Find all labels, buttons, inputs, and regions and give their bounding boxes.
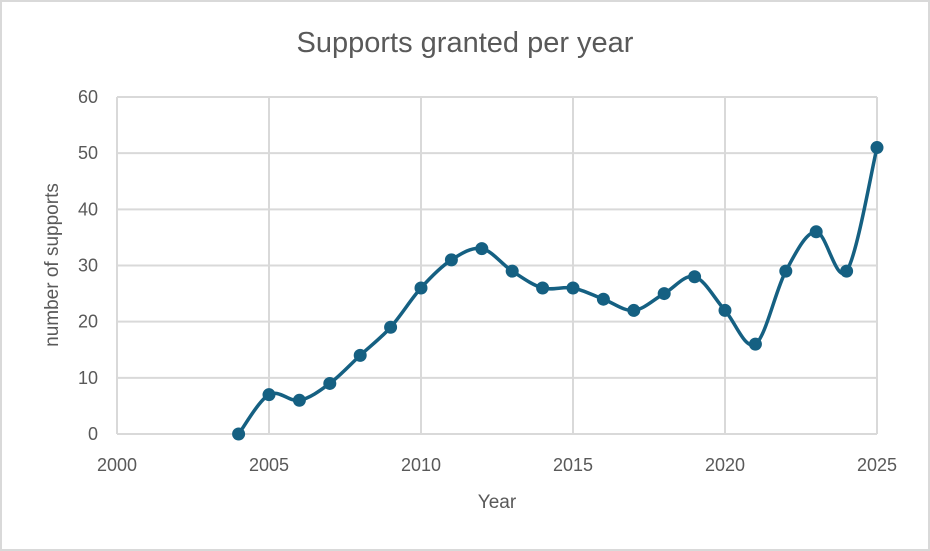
data-point-marker (809, 225, 823, 239)
y-tick-label: 20 (78, 312, 98, 332)
y-tick-label: 0 (88, 424, 98, 444)
x-tick-label: 2005 (249, 455, 289, 475)
series-line (236, 145, 879, 436)
data-point-marker (323, 376, 337, 390)
y-tick-label: 50 (78, 143, 98, 163)
y-tick-label: 60 (78, 87, 98, 107)
x-tick-label: 2025 (857, 455, 897, 475)
chart-title: Supports granted per year (297, 27, 634, 59)
data-point-marker (475, 242, 489, 256)
data-point-marker (627, 303, 641, 317)
x-axis-label: Year (478, 492, 517, 513)
data-point-marker (566, 281, 580, 295)
data-point-marker (232, 427, 246, 441)
data-point-marker (505, 264, 519, 278)
data-point-marker (292, 393, 306, 407)
data-series (232, 141, 884, 441)
data-point-marker (688, 270, 702, 284)
x-tick-label: 2000 (97, 455, 137, 475)
data-point-marker (353, 348, 367, 362)
data-point-marker (536, 281, 550, 295)
data-point-marker (779, 264, 793, 278)
data-point-marker (596, 292, 610, 306)
x-tick-label: 2020 (705, 455, 745, 475)
data-point-marker (657, 287, 671, 301)
data-point-marker (262, 388, 276, 402)
y-tick-label: 10 (78, 368, 98, 388)
y-tick-label: 30 (78, 256, 98, 276)
data-point-marker (870, 141, 884, 155)
y-axis-label: number of supports (42, 183, 63, 347)
y-tick-label: 40 (78, 199, 98, 219)
x-tick-label: 2015 (553, 455, 593, 475)
data-point-marker (414, 281, 428, 295)
data-point-marker (718, 303, 732, 317)
data-point-marker (384, 320, 398, 334)
data-point-marker (748, 337, 762, 351)
x-axis-ticks: 2000 2005 2010 2015 2020 2025 (97, 455, 897, 475)
data-point-marker (840, 264, 854, 278)
gridlines (116, 96, 878, 435)
data-point-marker (444, 253, 458, 267)
x-tick-label: 2010 (401, 455, 441, 475)
y-axis-ticks: 0 10 20 30 40 50 60 (78, 87, 98, 444)
